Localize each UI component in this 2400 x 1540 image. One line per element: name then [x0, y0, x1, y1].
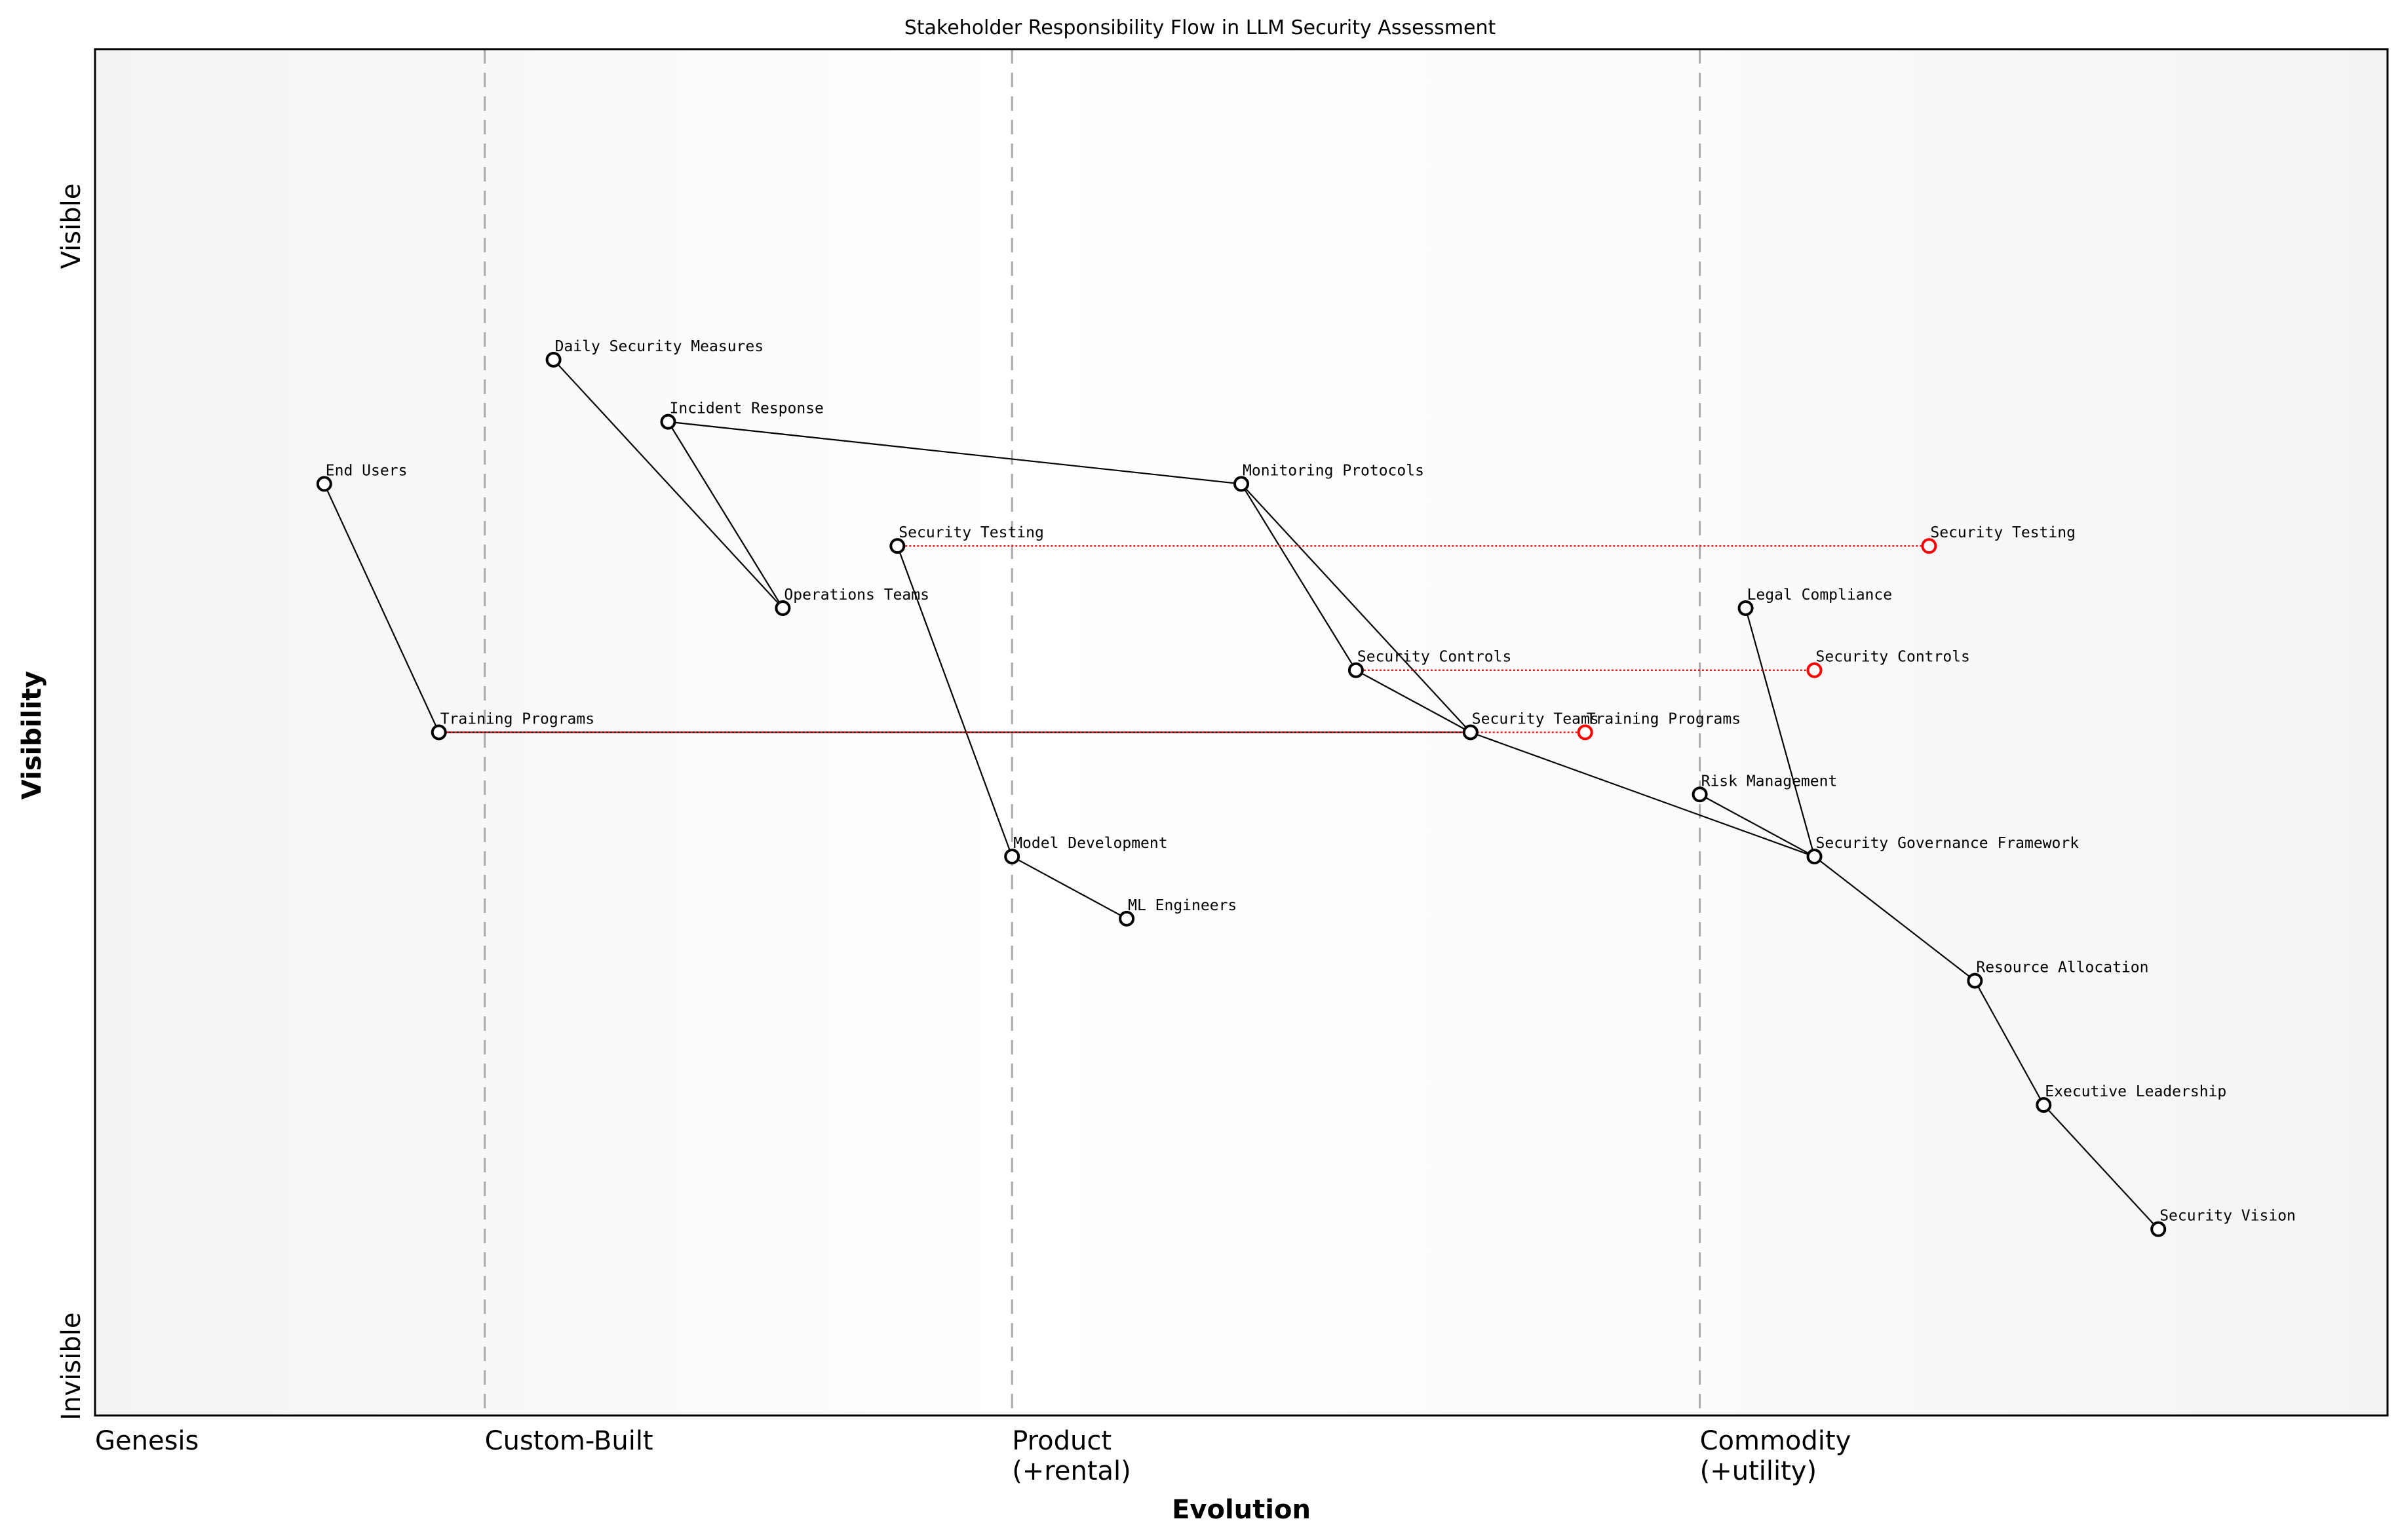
component-marker — [2150, 1221, 2167, 1237]
component-marker — [775, 600, 791, 616]
y-axis-title: Visibility — [17, 671, 47, 799]
chart-title: Stakeholder Responsibility Flow in LLM S… — [904, 16, 1496, 39]
dependency-link — [897, 545, 1013, 857]
dependency-link — [667, 421, 784, 609]
component-marker — [1692, 786, 1708, 803]
y-tick-invisible: Invisible — [56, 1313, 87, 1421]
dependency-link — [1011, 856, 1127, 919]
dependency-link — [1241, 483, 1471, 733]
component-label: Model Development — [1013, 835, 1167, 852]
component-marker — [660, 414, 676, 430]
dependency-link — [2043, 1104, 2159, 1230]
dependency-link — [1699, 794, 1815, 858]
evolved-component-marker — [1806, 662, 1823, 678]
evolved-component-label: Training Programs — [1587, 711, 1741, 728]
component-marker — [1967, 972, 1983, 989]
stage-sublabel: (+rental) — [1012, 1456, 1131, 1486]
component-marker — [1004, 849, 1020, 865]
component-label: Monitoring Protocols — [1243, 462, 1424, 479]
component-label: Daily Security Measures — [555, 338, 764, 355]
component-label: Security Governance Framework — [1816, 835, 2080, 852]
dependency-link — [1813, 856, 1976, 982]
evolved-component-marker — [1577, 724, 1593, 741]
stage-label: Custom-Built — [485, 1426, 653, 1456]
component-marker — [1462, 724, 1479, 741]
component-marker — [1806, 849, 1823, 865]
component-label: ML Engineers — [1128, 897, 1237, 914]
dependency-link — [1974, 980, 2045, 1106]
evolved-component-marker — [1921, 538, 1937, 554]
dependency-link — [1355, 669, 1471, 733]
component-marker — [431, 724, 447, 741]
component-label: Operations Teams — [784, 587, 929, 604]
component-label: Legal Compliance — [1747, 587, 1893, 604]
x-axis-title: Evolution — [1172, 1495, 1311, 1525]
dependency-link — [1745, 607, 1815, 857]
component-label: Security Testing — [899, 524, 1044, 541]
plot-frame — [94, 48, 2389, 1417]
stage-sublabel: (+utility) — [1700, 1456, 1817, 1486]
evolved-component-label: Security Controls — [1816, 649, 1970, 666]
component-label: Security Teams — [1472, 711, 1599, 728]
dependency-link — [552, 359, 784, 609]
evolved-component-label: Security Testing — [1930, 524, 2076, 541]
component-marker — [889, 538, 906, 554]
component-label: Training Programs — [440, 711, 594, 728]
stage-label: Product — [1012, 1426, 1112, 1456]
component-marker — [1119, 910, 1135, 927]
component-label: Security Controls — [1357, 649, 1511, 666]
component-marker — [1233, 476, 1249, 492]
dependency-link — [323, 483, 440, 733]
component-label: Resource Allocation — [1976, 959, 2148, 976]
component-label: End Users — [326, 462, 408, 479]
component-marker — [1737, 600, 1754, 616]
component-marker — [316, 476, 332, 492]
y-tick-visible: Visible — [56, 183, 87, 269]
component-marker — [1347, 662, 1364, 678]
component-label: Security Vision — [2159, 1208, 2296, 1225]
dependency-link — [1241, 483, 1357, 671]
dependency-link — [668, 421, 1242, 485]
dependency-link — [1470, 731, 1815, 858]
stage-label: Commodity — [1700, 1426, 1851, 1456]
component-marker — [545, 351, 562, 368]
component-label: Risk Management — [1701, 773, 1838, 790]
component-label: Executive Leadership — [2045, 1083, 2226, 1100]
component-label: Incident Response — [670, 400, 824, 417]
component-marker — [2036, 1097, 2052, 1113]
stage-label: Genesis — [95, 1426, 199, 1456]
